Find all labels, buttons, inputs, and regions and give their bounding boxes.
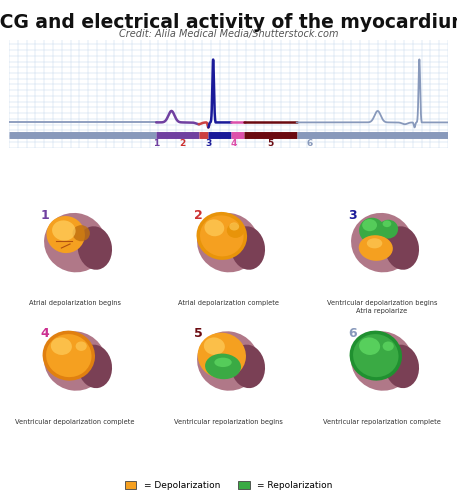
Ellipse shape [52, 220, 75, 240]
Ellipse shape [214, 358, 232, 367]
Ellipse shape [385, 226, 419, 270]
Text: 6: 6 [348, 328, 356, 340]
Ellipse shape [351, 213, 413, 272]
Ellipse shape [351, 332, 400, 378]
Ellipse shape [205, 354, 241, 379]
Ellipse shape [383, 220, 391, 227]
Ellipse shape [362, 219, 377, 231]
Ellipse shape [44, 213, 106, 272]
Ellipse shape [229, 222, 239, 230]
Ellipse shape [227, 223, 244, 238]
Ellipse shape [199, 214, 245, 258]
Ellipse shape [51, 338, 72, 355]
Text: 2: 2 [179, 140, 186, 148]
Ellipse shape [383, 342, 394, 351]
Ellipse shape [378, 220, 398, 238]
Text: Ventricular repolarization complete: Ventricular repolarization complete [323, 418, 441, 424]
Text: Ventricular repolarization begins: Ventricular repolarization begins [174, 418, 282, 424]
Ellipse shape [204, 338, 225, 355]
Text: Ventricular depolarization complete: Ventricular depolarization complete [15, 418, 135, 424]
Ellipse shape [44, 332, 106, 390]
Ellipse shape [75, 342, 87, 351]
Text: 1: 1 [41, 209, 50, 222]
Ellipse shape [231, 226, 265, 270]
Text: Atrial depolarization complete: Atrial depolarization complete [177, 300, 278, 306]
Text: 4: 4 [231, 140, 237, 148]
Ellipse shape [45, 332, 93, 378]
Ellipse shape [351, 332, 413, 390]
Text: 1: 1 [153, 140, 159, 148]
Legend: = Depolarization, = Repolarization: = Depolarization, = Repolarization [121, 478, 336, 494]
Text: Atrial depolarization begins: Atrial depolarization begins [29, 300, 121, 306]
Text: Ventricular depolarization begins
Atria repolarize: Ventricular depolarization begins Atria … [327, 300, 437, 314]
Text: 2: 2 [194, 209, 202, 222]
Ellipse shape [73, 225, 90, 242]
Ellipse shape [197, 332, 246, 378]
Text: ECG and electrical activity of the myocardium: ECG and electrical activity of the myoca… [0, 12, 457, 32]
Text: 5: 5 [267, 140, 273, 148]
Ellipse shape [78, 226, 112, 270]
Text: 3: 3 [206, 140, 212, 148]
Ellipse shape [385, 344, 419, 388]
Ellipse shape [197, 213, 259, 272]
Ellipse shape [231, 344, 265, 388]
Ellipse shape [204, 220, 224, 236]
Text: 4: 4 [41, 328, 50, 340]
Text: Credit: Alila Medical Media/Shutterstock.com: Credit: Alila Medical Media/Shutterstock… [119, 29, 338, 39]
Ellipse shape [197, 332, 259, 390]
Ellipse shape [359, 218, 385, 244]
Ellipse shape [359, 338, 380, 355]
Text: 6: 6 [307, 140, 313, 148]
Ellipse shape [47, 216, 85, 253]
Text: 3: 3 [348, 209, 356, 222]
Ellipse shape [367, 238, 383, 248]
Ellipse shape [78, 344, 112, 388]
Ellipse shape [359, 235, 393, 261]
Text: 5: 5 [194, 328, 202, 340]
